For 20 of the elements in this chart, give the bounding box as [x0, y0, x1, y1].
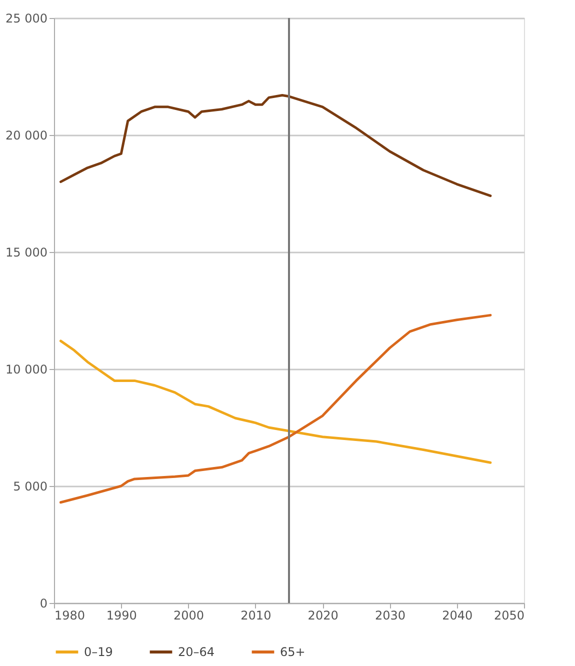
x-tick-label: 2030 — [374, 608, 406, 622]
y-tick-label: 5 000 — [13, 480, 48, 494]
line-series — [59, 314, 492, 504]
y-tick-label: 20 000 — [6, 128, 48, 142]
line-series — [59, 340, 492, 464]
x-tick-label: 2020 — [308, 608, 338, 622]
y-tick-label: 15 000 — [6, 246, 48, 260]
x-tick-label: 2000 — [174, 608, 204, 622]
legend-label: 20–64 — [178, 645, 215, 659]
y-tick-label: 10 000 — [6, 362, 48, 376]
y-tick-label: 0 — [40, 596, 48, 610]
line-series — [59, 94, 492, 198]
x-tick-label: 2050 — [494, 608, 524, 622]
y-tick-label: 25 000 — [6, 12, 48, 26]
x-tick-label: 2010 — [240, 608, 272, 622]
x-tick-label: 1990 — [106, 608, 137, 622]
x-tick-label: 2040 — [442, 608, 473, 622]
legend-label: 0–19 — [84, 645, 113, 659]
legend-label: 65+ — [280, 645, 306, 659]
x-tick-label: 1980 — [54, 608, 86, 622]
